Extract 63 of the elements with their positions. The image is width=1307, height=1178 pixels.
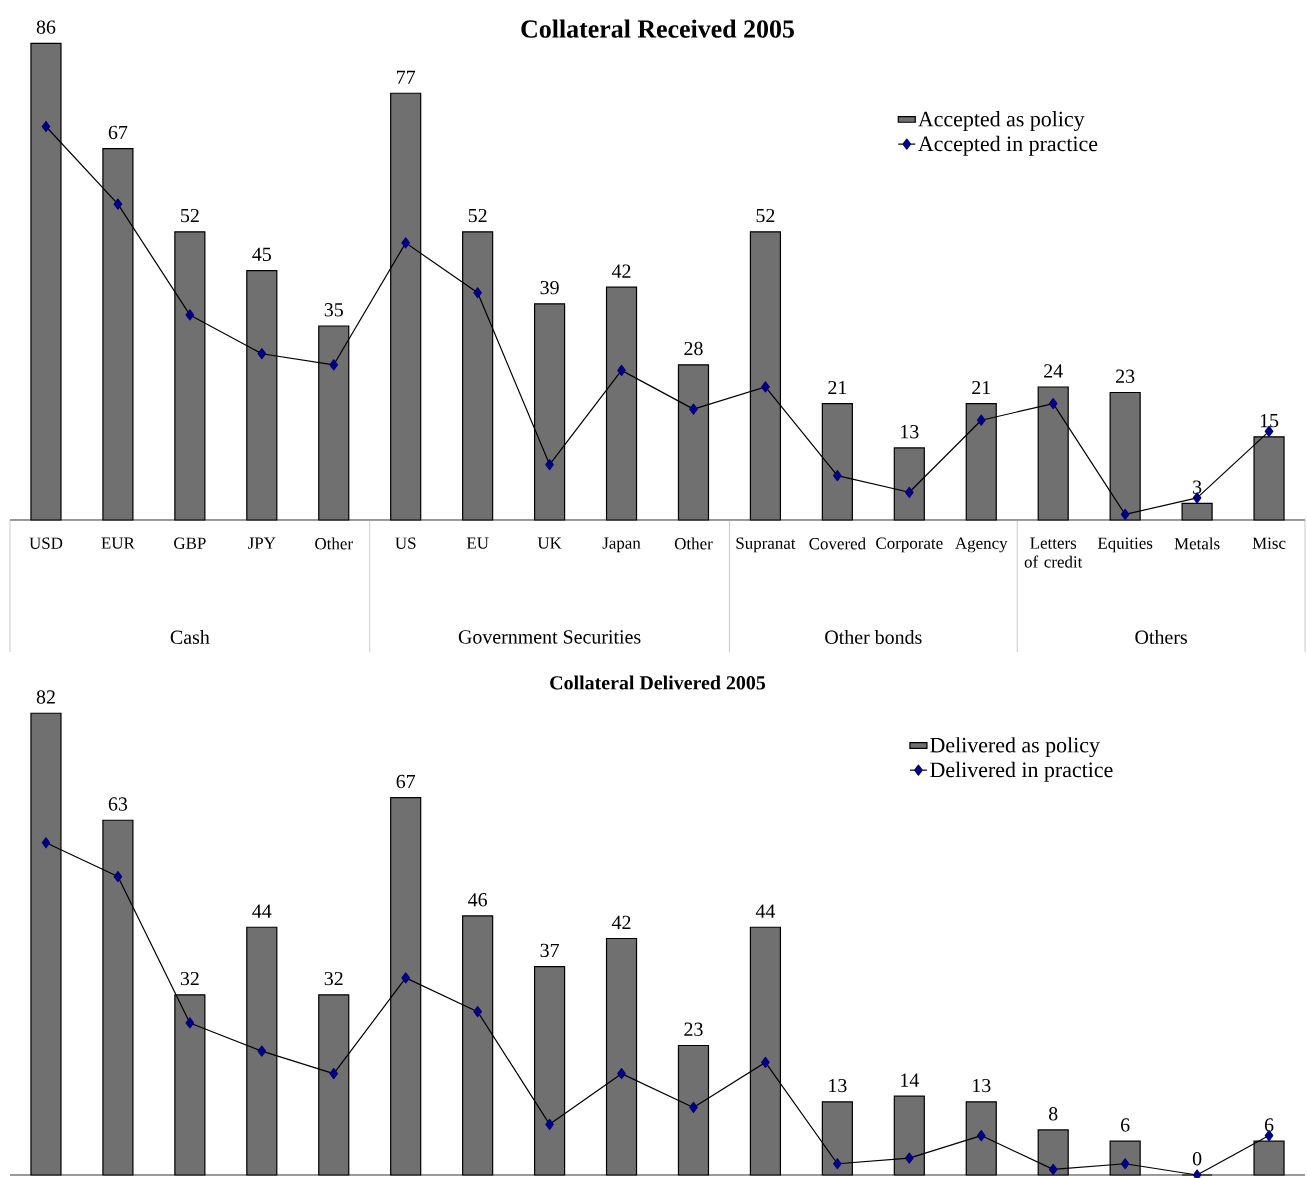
text: Government Securities [458,630,641,644]
legend-label: Accepted in practice [918,135,1098,156]
data-label: 23 [1116,369,1135,383]
data-label: 32 [180,971,199,986]
x-tick-label: Equities [1097,537,1153,553]
data-label: 14 [901,1073,919,1087]
x-tick-label: UK [537,537,562,549]
data-label: 13 [973,1078,991,1093]
data-label: 24 [1044,364,1063,378]
data-label: 42 [611,264,631,278]
x-tick-label: Letters of credit [1024,537,1083,568]
x-tick-label: EUR [101,537,135,549]
data-label: 77 [397,70,416,84]
legend-label: Delivered in practice [930,761,1113,782]
data-label: 35 [324,303,343,317]
chart-title: Collateral Received 2005 [521,19,794,38]
data-label: 63 [108,797,128,811]
data-label: 39 [540,280,559,295]
x-tick-label: EU [466,537,489,549]
x-tick-label: Corporate [876,537,943,553]
x-tick-label: Agency [955,537,1008,553]
text: Other bonds [825,629,922,644]
x-tick-label: USD [29,537,63,549]
x-tick-label: JPY [248,537,276,549]
data-label: 0 [1192,1152,1202,1166]
data-label: 86 [36,20,56,34]
x-tick-label: GBP [174,537,206,549]
text: Others [1135,629,1187,644]
legend-label: Accepted as policy [918,111,1085,132]
data-label: 52 [468,208,487,223]
data-label: 6 [1121,1118,1130,1132]
data-label: 52 [756,208,775,223]
x-tick-label: Covered [809,537,866,550]
data-label: 82 [36,690,55,704]
data-label: 28 [684,341,703,356]
x-tick-label: Supranat [736,537,796,553]
data-label: 44 [252,904,272,918]
data-label: 52 [181,208,199,223]
data-label: 67 [108,125,128,140]
data-label: 32 [324,971,343,986]
text: Cash [170,629,210,644]
x-tick-label: Metals [1174,537,1220,550]
x-tick-label: Other [674,537,713,550]
data-label: 6 [1264,1118,1274,1132]
data-label: 42 [611,915,631,929]
x-tick-label: US [395,537,416,549]
data-label: 15 [1260,413,1279,428]
data-label: 44 [755,904,776,918]
x-tick-label: Misc [1252,537,1286,549]
data-label: 23 [684,1022,703,1036]
data-label: 13 [829,1078,847,1093]
x-tick-label: Japan [602,537,641,553]
x-tick-label: Other [315,537,353,550]
data-label: 45 [252,247,271,262]
data-label: 46 [468,893,488,907]
data-label: 21 [828,380,847,395]
data-label: 37 [540,943,559,958]
data-label: 21 [972,380,991,395]
data-label: 13 [901,425,919,439]
data-label: 8 [1048,1106,1058,1121]
chart-title: Collateral Delivered 2005 [550,675,766,690]
legend-label: Delivered as policy [930,737,1100,758]
data-label: 67 [396,774,416,789]
